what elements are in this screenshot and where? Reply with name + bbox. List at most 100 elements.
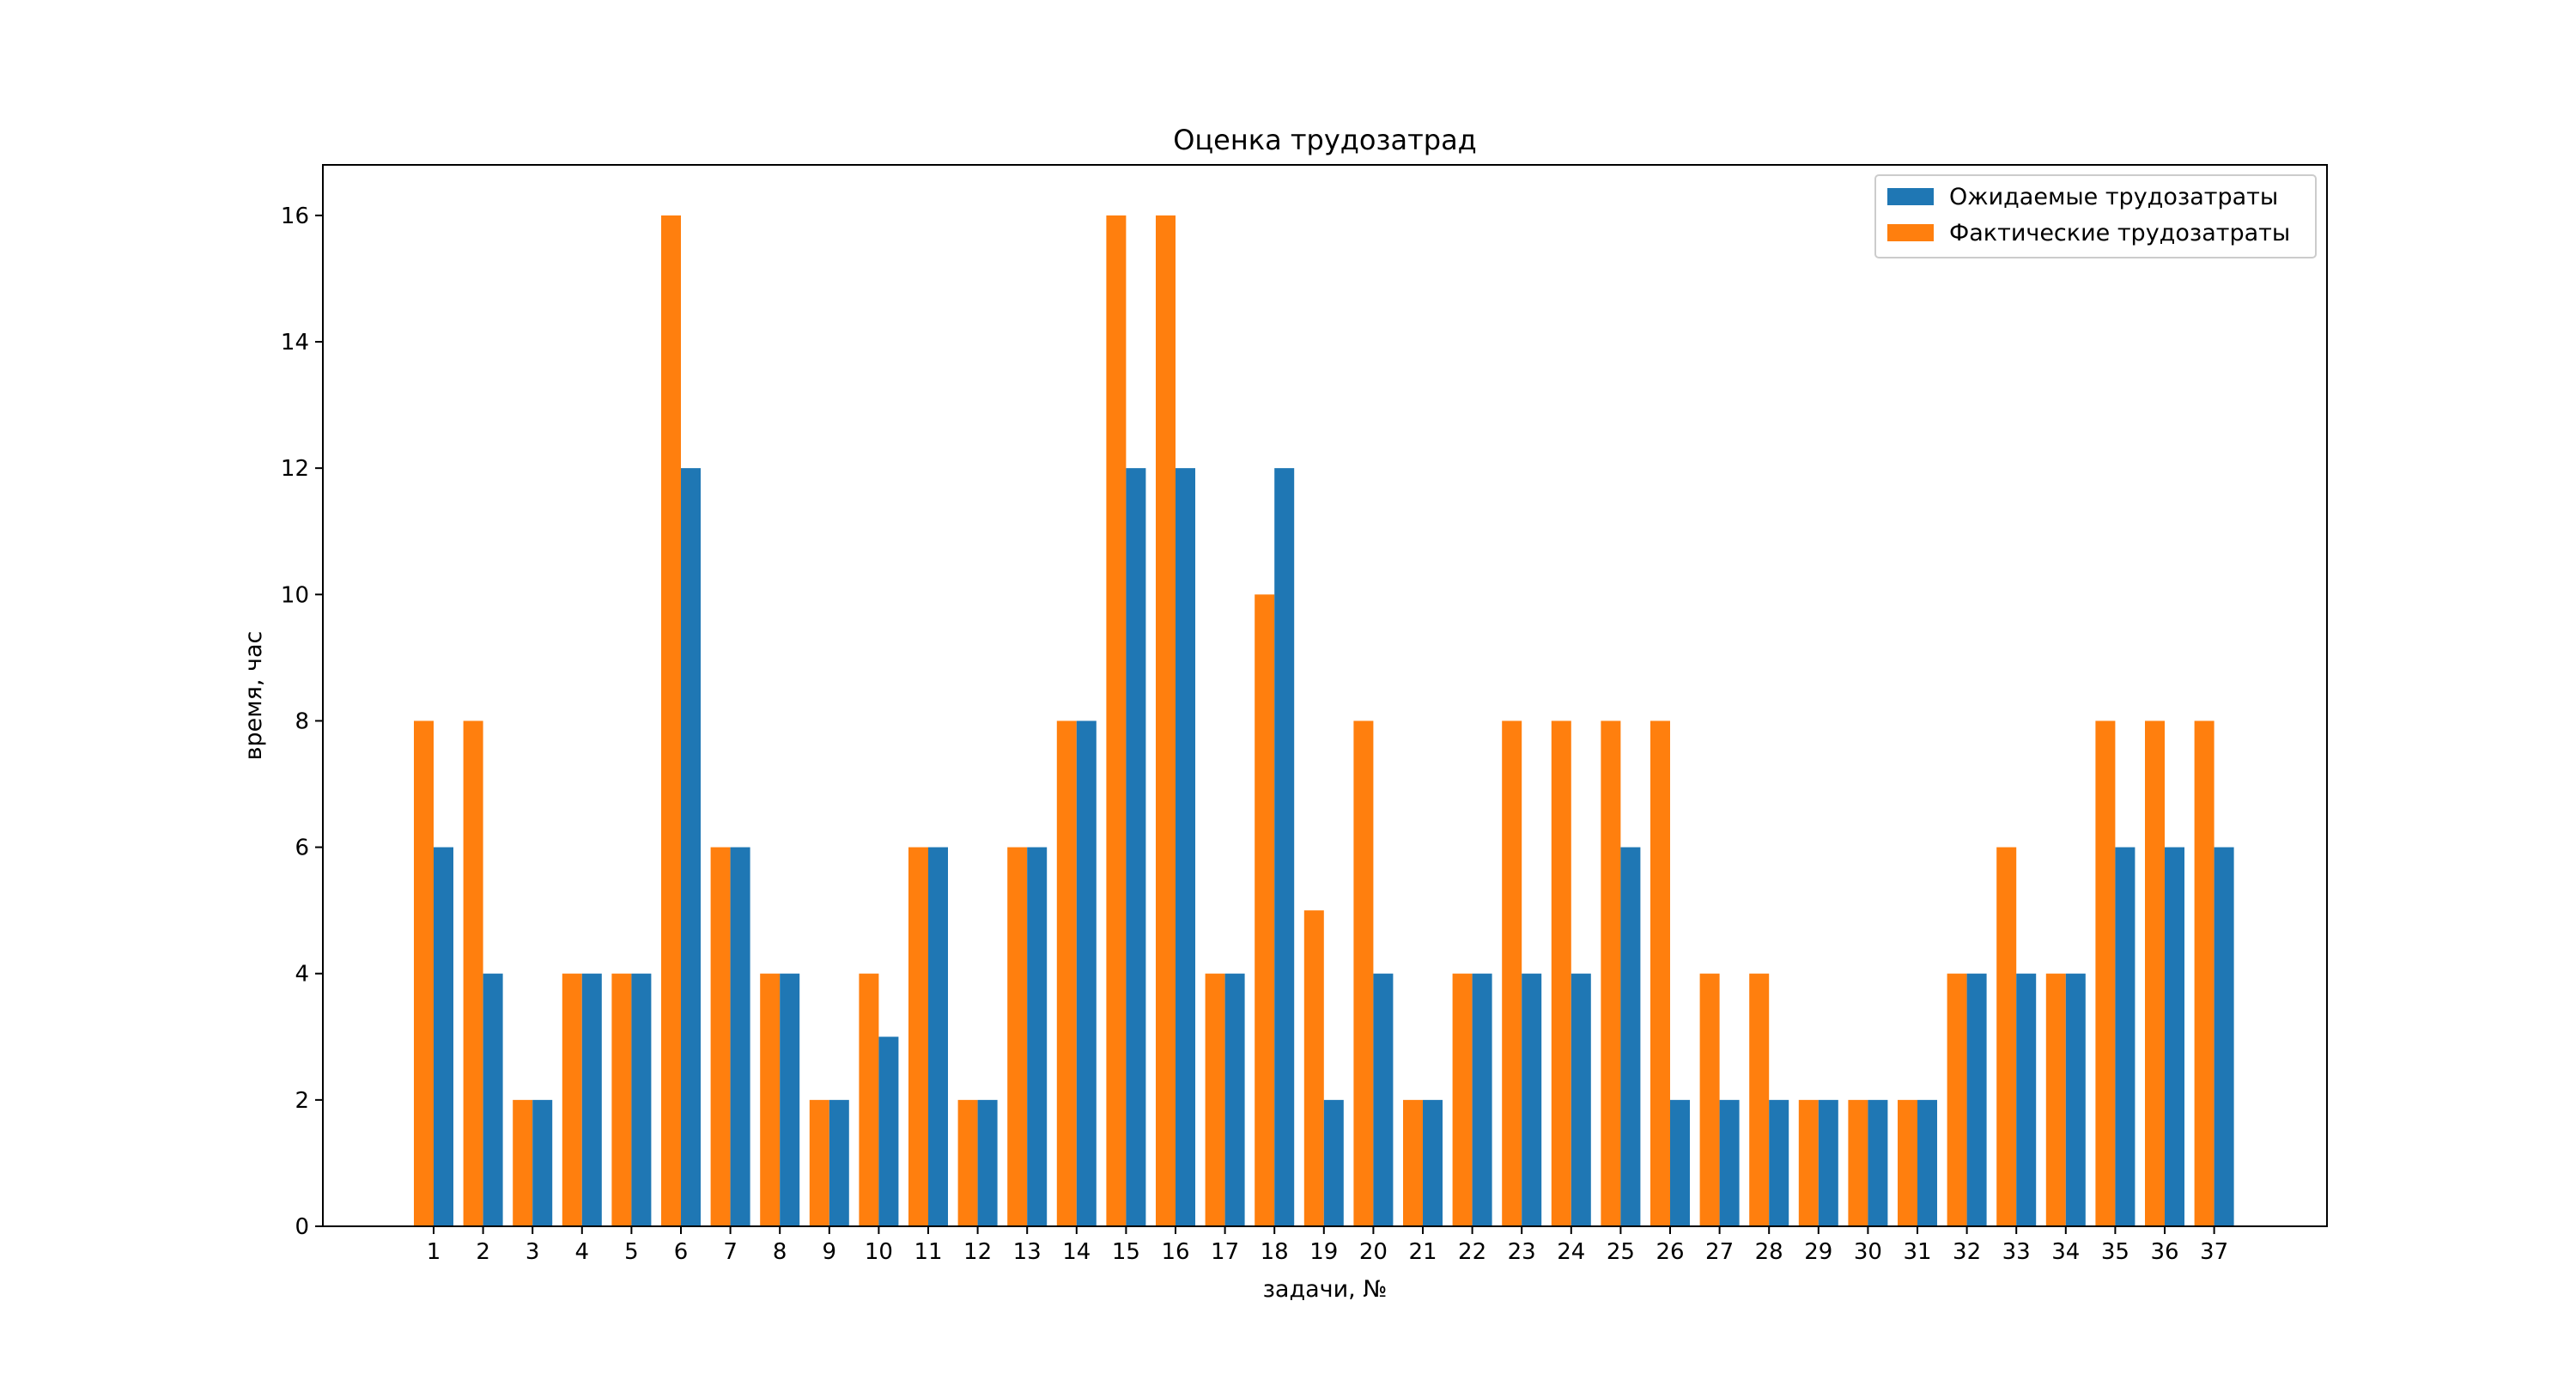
bar-expected-5 [631, 973, 652, 1226]
x-tick-label: 17 [1211, 1239, 1239, 1265]
x-tick-label: 21 [1408, 1239, 1437, 1265]
bar-expected-17 [1224, 973, 1245, 1226]
bar-fact-37 [2194, 720, 2215, 1226]
bar-fact-3 [513, 1099, 533, 1226]
x-tick-label: 1 [427, 1239, 441, 1265]
bar-fact-9 [809, 1099, 829, 1226]
bar-expected-8 [780, 973, 800, 1226]
x-tick-label: 23 [1508, 1239, 1536, 1265]
legend-label: Фактические трудозатраты [1949, 220, 2290, 246]
bar-expected-24 [1571, 973, 1591, 1226]
bar-expected-2 [483, 973, 503, 1226]
bar-expected-19 [1323, 1099, 1344, 1226]
bar-fact-29 [1798, 1099, 1819, 1226]
bar-expected-11 [928, 847, 948, 1226]
bar-expected-3 [532, 1099, 553, 1226]
x-tick-label: 12 [963, 1239, 992, 1265]
bar-fact-19 [1303, 910, 1324, 1226]
bar-fact-34 [2045, 973, 2066, 1226]
chart-title: Оценка трудозатрад [1173, 124, 1477, 156]
bar-fact-15 [1106, 215, 1127, 1226]
bar-expected-16 [1176, 468, 1195, 1226]
bar-fact-31 [1898, 1099, 1917, 1226]
bar-fact-32 [1947, 973, 1967, 1226]
legend-label: Ожидаемые трудозатраты [1949, 184, 2278, 210]
bar-expected-30 [1868, 1099, 1888, 1226]
x-tick-label: 26 [1656, 1239, 1684, 1265]
bar-fact-5 [611, 973, 632, 1226]
y-tick-label: 2 [295, 1088, 309, 1114]
bar-fact-23 [1502, 720, 1522, 1226]
legend-box [1874, 174, 2317, 258]
bar-expected-23 [1522, 973, 1542, 1226]
bar-expected-35 [2115, 847, 2136, 1226]
x-tick-label: 6 [674, 1239, 689, 1265]
x-tick-label: 20 [1359, 1239, 1388, 1265]
bar-expected-10 [878, 1037, 899, 1226]
bar-fact-17 [1205, 973, 1225, 1226]
bar-fact-10 [859, 973, 879, 1226]
y-tick-label: 4 [295, 962, 309, 988]
bar-expected-33 [2016, 973, 2037, 1226]
bar-expected-26 [1670, 1099, 1690, 1226]
bar-fact-18 [1255, 594, 1275, 1226]
x-tick-label: 16 [1161, 1239, 1189, 1265]
bar-fact-2 [463, 720, 483, 1226]
y-tick-label: 10 [281, 582, 309, 608]
bar-fact-1 [414, 720, 434, 1226]
x-tick-label: 32 [1953, 1239, 1981, 1265]
x-tick-label: 9 [823, 1239, 837, 1265]
bar-expected-4 [581, 973, 602, 1226]
x-tick-label: 24 [1557, 1239, 1585, 1265]
bar-fact-22 [1452, 973, 1473, 1226]
x-tick-label: 4 [575, 1239, 590, 1265]
x-tick-label: 22 [1458, 1239, 1486, 1265]
y-tick-label: 8 [295, 708, 309, 734]
bar-expected-18 [1274, 468, 1295, 1226]
bar-fact-26 [1650, 720, 1670, 1226]
y-tick-label: 16 [281, 204, 309, 229]
bar-fact-28 [1749, 973, 1770, 1226]
x-tick-label: 15 [1112, 1239, 1140, 1265]
x-tick-label: 14 [1062, 1239, 1091, 1265]
legend: Ожидаемые трудозатраты Фактические трудоз… [1874, 174, 2317, 258]
y-tick-label: 12 [281, 456, 309, 482]
bar-fact-12 [957, 1099, 978, 1226]
bar-fact-35 [2095, 720, 2116, 1226]
bar-expected-7 [730, 847, 750, 1226]
x-tick-label: 13 [1013, 1239, 1042, 1265]
bar-fact-11 [908, 847, 928, 1226]
x-axis-label: задачи, № [1263, 1276, 1388, 1303]
x-tick-label: 18 [1261, 1239, 1289, 1265]
x-tick-label: 25 [1607, 1239, 1635, 1265]
bar-fact-6 [661, 215, 681, 1226]
bar-expected-6 [681, 468, 701, 1226]
x-tick-label: 11 [914, 1239, 942, 1265]
x-tick-label: 27 [1705, 1239, 1734, 1265]
bar-fact-36 [2145, 720, 2165, 1226]
x-tick-label: 8 [773, 1239, 787, 1265]
bar-fact-8 [760, 973, 781, 1226]
bars-layer [414, 215, 2234, 1226]
legend-swatch [1887, 188, 1934, 205]
plot-frame [322, 164, 2328, 1227]
bar-fact-7 [710, 847, 731, 1226]
bar-expected-27 [1719, 1099, 1740, 1226]
bar-fact-24 [1551, 720, 1571, 1226]
bar-expected-12 [977, 1099, 998, 1226]
bar-expected-34 [2065, 973, 2086, 1226]
y-tick-label: 14 [281, 330, 309, 356]
y-tick-label: 6 [295, 836, 309, 861]
bar-expected-36 [2165, 847, 2184, 1226]
bar-fact-16 [1156, 215, 1176, 1226]
x-tick-label: 34 [2051, 1239, 2080, 1265]
x-tick-label: 36 [2150, 1239, 2178, 1265]
bar-fact-27 [1699, 973, 1720, 1226]
x-tick-label: 19 [1309, 1239, 1338, 1265]
bar-expected-37 [2214, 847, 2234, 1226]
x-tick-label: 7 [723, 1239, 738, 1265]
x-tick-label: 29 [1804, 1239, 1832, 1265]
bar-fact-4 [562, 973, 582, 1226]
x-tick-label: 31 [1903, 1239, 1931, 1265]
